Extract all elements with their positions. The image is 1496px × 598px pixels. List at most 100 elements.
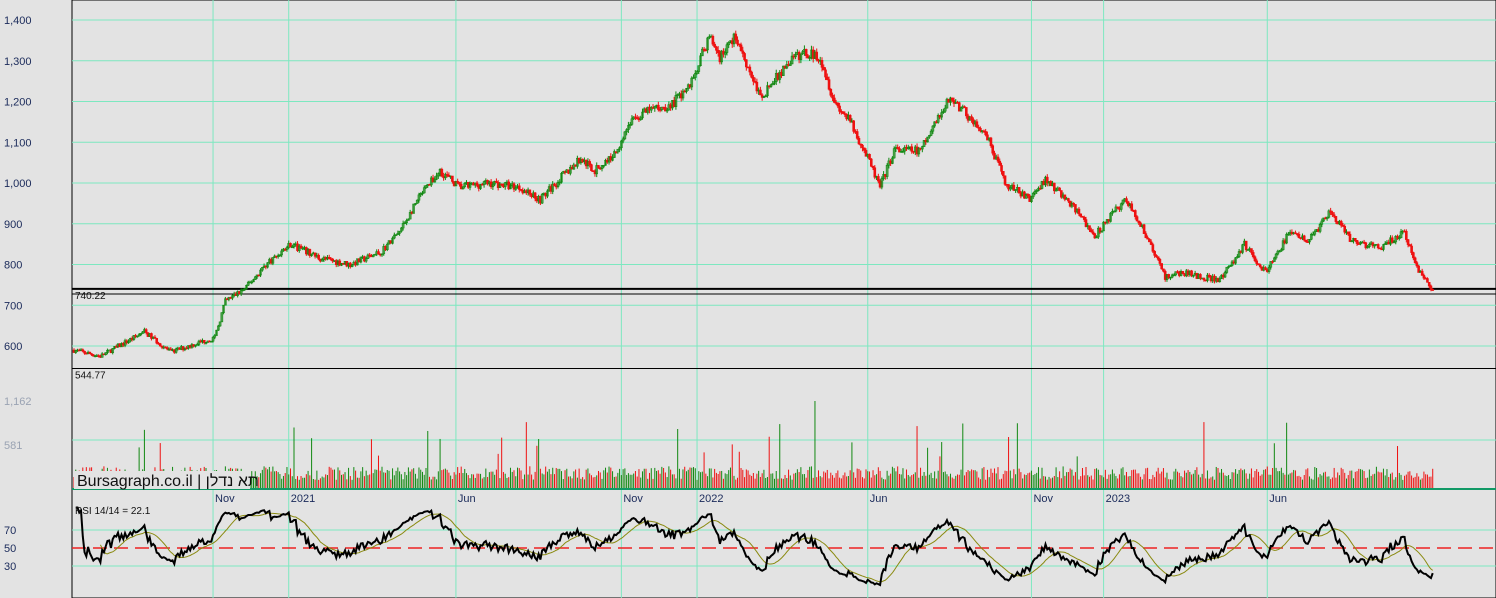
candle [1346,231,1350,235]
candle [509,185,512,190]
candle [986,134,989,141]
candle [910,146,914,152]
candle [1119,203,1123,210]
candle [1000,165,1003,172]
candle [1082,216,1086,220]
time-tick-label: Jun [458,493,476,505]
price-axis: 1,400 1,300 1,200 1,100 1,000 900 800 700 600 [4,15,32,353]
candle [933,121,936,127]
candle [1368,244,1371,247]
candle [1276,250,1280,255]
candle [1355,240,1359,244]
candle [546,190,549,197]
candle [625,129,628,133]
candle [405,220,408,224]
candle [1207,274,1211,278]
candle [1121,199,1125,205]
candle [741,50,745,54]
volume-tick-label: 581 [4,440,22,452]
candle [1251,252,1255,258]
candle [824,69,827,78]
candle [1429,285,1433,290]
candle [957,102,961,112]
candle [808,57,811,59]
candle [891,157,894,164]
candle [137,334,141,337]
rsi-tick-label: 70 [4,525,16,537]
candle [1063,194,1067,200]
candle [959,107,963,112]
rsi-label: RSI 14/14 = 22.1 [75,506,151,517]
candle [833,97,836,103]
candle [711,35,715,45]
candle [261,267,264,271]
time-tick-label: Jun [870,493,888,505]
candle [764,95,767,98]
candle [723,52,727,55]
candle [1397,237,1401,240]
candle [993,152,996,160]
candle [720,50,723,63]
candle [727,42,731,46]
candle [1114,206,1118,212]
candle [1001,171,1005,177]
candle [1079,213,1083,217]
candle [639,117,643,120]
candle [396,232,400,235]
candle [327,257,331,259]
candle [1206,274,1209,281]
candle [611,157,614,161]
candle [393,234,396,239]
candle [641,111,644,119]
candle [1426,278,1429,283]
candle [111,348,115,354]
candle [401,223,405,229]
candle [1376,244,1380,249]
candle [861,144,864,149]
price-tick-label: 1,100 [4,137,32,149]
candle [715,46,718,51]
candle [1255,260,1259,264]
candle [820,60,824,68]
candle [892,148,896,159]
candle [1024,194,1028,199]
candle [380,253,384,256]
candle [1325,216,1329,219]
candle [743,53,746,60]
plot-area [71,0,1496,598]
candle [158,343,162,347]
candle [144,329,148,333]
candle [704,49,708,52]
candle [1156,256,1160,260]
candle [841,111,845,114]
candle [734,33,738,41]
candle [1084,219,1088,227]
volume-axis: 1,162 581 [4,396,32,452]
candle [290,246,294,249]
candle [569,166,572,174]
candle [1218,278,1222,282]
candle [491,183,495,188]
candle [690,77,694,88]
candle [901,150,905,153]
candle [424,185,428,189]
candle [514,187,518,190]
time-tick-label: 2022 [699,493,723,505]
candle [391,237,394,244]
candle [217,325,220,331]
candle [174,348,178,353]
candle [239,290,243,295]
candle [1318,223,1322,232]
candle [454,181,458,187]
candle [701,48,704,57]
candle [838,105,841,112]
candle [88,351,92,355]
candle [950,97,954,101]
candle [1343,226,1347,233]
candle [903,147,907,152]
candle [618,147,621,150]
candle [1280,249,1283,252]
candle [1130,203,1134,211]
candle [498,183,502,188]
candle [699,55,702,66]
